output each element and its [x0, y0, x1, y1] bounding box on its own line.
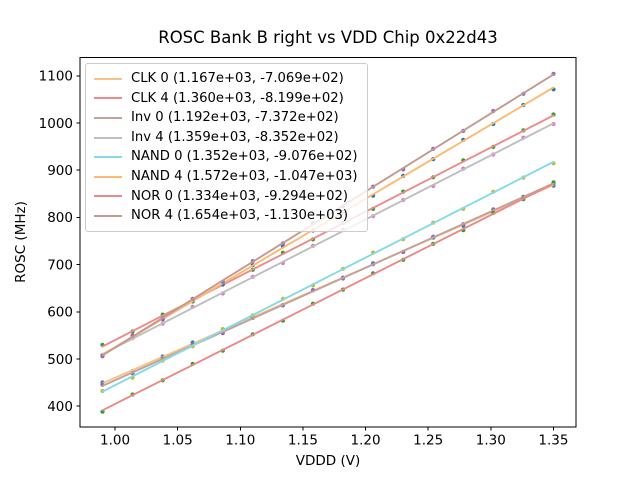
legend-label: CLK 0 (1.167e+03, -7.069e+02): [131, 71, 344, 86]
legend-label: Inv 0 (1.192e+03, -7.372e+02): [131, 110, 339, 126]
svg-text:700: 700: [47, 257, 73, 273]
legend-label: NAND 0 (1.352e+03, -9.076e+02): [131, 149, 358, 165]
legend: CLK 0 (1.167e+03, -7.069e+02) CLK 4 (1.3…: [85, 63, 368, 232]
legend-item: CLK 4 (1.360e+03, -8.199e+02): [94, 89, 358, 109]
legend-line-swatch: [94, 195, 122, 198]
svg-text:500: 500: [47, 352, 73, 368]
legend-line-swatch: [94, 175, 122, 178]
legend-label: NOR 0 (1.334e+03, -9.294e+02): [131, 188, 349, 204]
legend-item: NAND 0 (1.352e+03, -9.076e+02): [94, 147, 358, 167]
svg-text:1000: 1000: [39, 116, 73, 132]
legend-item: CLK 0 (1.167e+03, -7.069e+02): [94, 69, 358, 89]
legend-label: Inv 4 (1.359e+03, -8.352e+02): [131, 129, 339, 145]
legend-label: NOR 4 (1.654e+03, -1.130e+03): [131, 208, 349, 224]
legend-line-swatch: [94, 136, 122, 139]
legend-line-swatch: [94, 97, 122, 100]
legend-line-swatch: [94, 116, 122, 119]
chart-title: ROSC Bank B right vs VDD Chip 0x22d43: [158, 28, 498, 47]
legend-line-swatch: [94, 214, 122, 217]
svg-text:1.20: 1.20: [351, 433, 381, 449]
svg-text:600: 600: [47, 305, 73, 321]
legend-label: NAND 4 (1.572e+03, -1.047e+03): [131, 168, 358, 184]
legend-item: NAND 4 (1.572e+03, -1.047e+03): [94, 167, 358, 187]
legend-item: Inv 0 (1.192e+03, -7.372e+02): [94, 108, 358, 128]
legend-item: Inv 4 (1.359e+03, -8.352e+02): [94, 128, 358, 148]
svg-text:1.05: 1.05: [163, 433, 193, 449]
svg-text:1.10: 1.10: [225, 433, 255, 449]
svg-text:1100: 1100: [39, 69, 73, 85]
svg-text:400: 400: [47, 399, 73, 415]
legend-line-swatch: [94, 156, 122, 159]
svg-text:1.25: 1.25: [413, 433, 443, 449]
svg-text:1.35: 1.35: [538, 433, 568, 449]
svg-text:1.00: 1.00: [100, 433, 130, 449]
svg-text:1.30: 1.30: [476, 433, 506, 449]
y-axis-label: ROSC (MHz): [13, 201, 29, 283]
svg-text:900: 900: [47, 163, 73, 179]
legend-line-swatch: [94, 77, 122, 80]
svg-text:800: 800: [47, 210, 73, 226]
x-axis-label: VDDD (V): [295, 453, 361, 469]
svg-text:1.15: 1.15: [288, 433, 318, 449]
legend-label: CLK 4 (1.360e+03, -8.199e+02): [131, 90, 344, 106]
legend-item: NOR 4 (1.654e+03, -1.130e+03): [94, 206, 358, 226]
legend-item: NOR 0 (1.334e+03, -9.294e+02): [94, 187, 358, 207]
